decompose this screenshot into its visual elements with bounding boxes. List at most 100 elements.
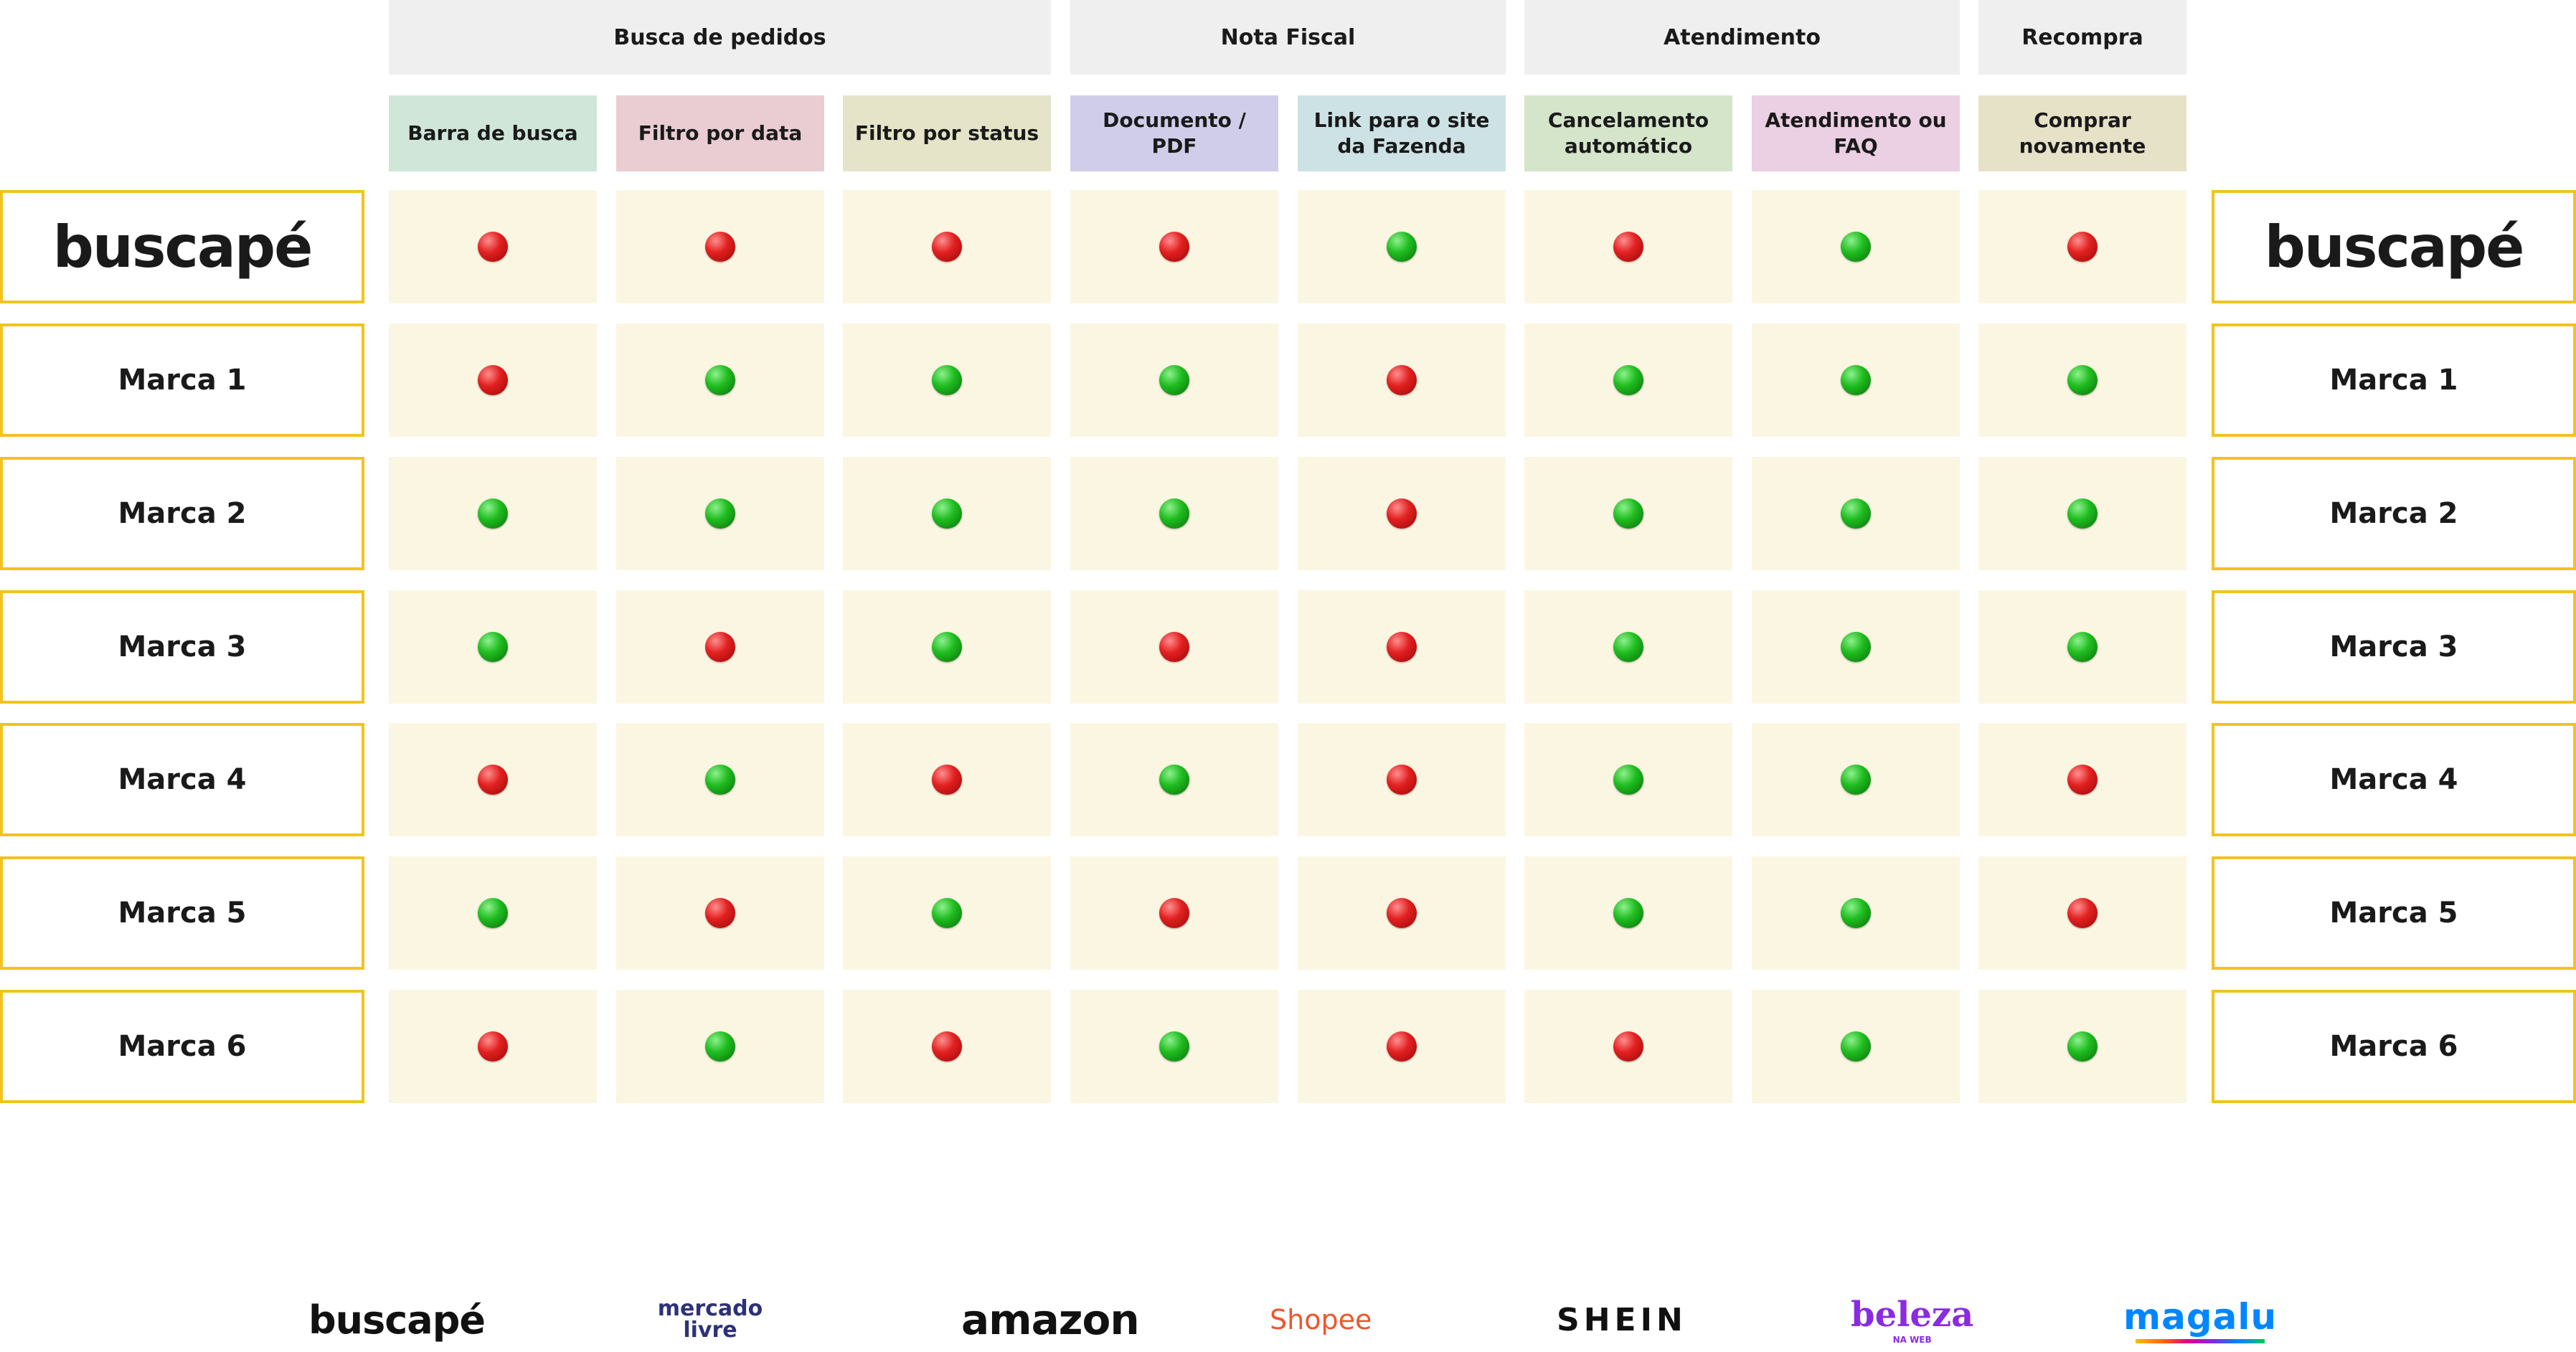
status-dot-green	[705, 1031, 735, 1062]
buscape-logo: buscapé	[0, 190, 364, 303]
status-dot-green	[2067, 498, 2098, 529]
matrix-cell	[1524, 990, 1732, 1103]
footer-logo: mercado livre	[631, 1287, 789, 1352]
footer-logo: amazon	[961, 1287, 1140, 1352]
footer-logo: magalu	[2123, 1287, 2277, 1352]
matrix-cell	[1070, 723, 1278, 836]
row-label: Marca 2	[2212, 457, 2576, 570]
matrix-cell	[1524, 590, 1732, 704]
status-dot-red	[1159, 232, 1189, 262]
matrix-cell	[389, 590, 597, 704]
status-dot-red	[1159, 632, 1189, 662]
status-dot-green	[2067, 365, 2098, 395]
matrix-cell	[1978, 990, 2186, 1103]
matrix-cell	[616, 457, 824, 570]
row-label: Marca 5	[0, 856, 364, 970]
matrix-cell	[1070, 323, 1278, 437]
matrix-cell	[843, 457, 1051, 570]
status-dot-red	[1387, 498, 1417, 529]
column-header: Documento / PDF	[1070, 95, 1278, 171]
matrix-cell	[389, 856, 597, 970]
matrix-cell	[1298, 590, 1506, 704]
matrix-cell	[389, 990, 597, 1103]
status-dot-red	[1387, 365, 1417, 395]
magalu-rainbow-bar	[2136, 1339, 2265, 1343]
column-header: Link para o site da Fazenda	[1298, 95, 1506, 171]
status-dot-green	[478, 898, 508, 928]
matrix-cell	[616, 590, 824, 704]
matrix-cell	[1978, 190, 2186, 303]
matrix-cell	[1978, 457, 2186, 570]
group-header: Nota Fiscal	[1070, 0, 1506, 75]
status-dot-green	[1159, 365, 1189, 395]
row-label: Marca 6	[0, 990, 364, 1103]
matrix-cell	[616, 190, 824, 303]
matrix-cell	[389, 723, 597, 836]
matrix-cell	[1978, 723, 2186, 836]
matrix-cell	[843, 590, 1051, 704]
status-dot-red	[2067, 898, 2098, 928]
group-header: Busca de pedidos	[389, 0, 1051, 75]
status-dot-green	[1613, 632, 1643, 662]
status-dot-green	[705, 765, 735, 795]
footer-logo-text: buscapé	[308, 1297, 486, 1343]
row-label: Marca 3	[2212, 590, 2576, 704]
status-dot-green	[1841, 1031, 1871, 1062]
matrix-cell	[1070, 190, 1278, 303]
status-dot-red	[1387, 898, 1417, 928]
footer-logo-text: Shopee	[1270, 1304, 1372, 1336]
status-dot-green	[2067, 632, 2098, 662]
status-dot-green	[1613, 498, 1643, 529]
status-dot-green	[1841, 898, 1871, 928]
status-dot-green	[1159, 765, 1189, 795]
matrix-cell	[616, 323, 824, 437]
status-dot-red	[1387, 1031, 1417, 1062]
status-dot-green	[1387, 232, 1417, 262]
status-dot-red	[932, 765, 962, 795]
status-dot-green	[1841, 232, 1871, 262]
buscape-logo: buscapé	[2212, 190, 2576, 303]
status-dot-red	[478, 765, 508, 795]
status-dot-green	[1841, 498, 1871, 529]
status-dot-green	[1613, 898, 1643, 928]
footer-logo: Shopee	[1270, 1287, 1372, 1352]
matrix-cell	[843, 190, 1051, 303]
matrix-cell	[843, 856, 1051, 970]
matrix-cell	[1298, 856, 1506, 970]
matrix-cell	[1752, 990, 1960, 1103]
row-label: Marca 4	[0, 723, 364, 836]
column-header: Comprar novamente	[1978, 95, 2186, 171]
status-dot-red	[1159, 898, 1189, 928]
status-dot-green	[1841, 632, 1871, 662]
group-header: Recompra	[1978, 0, 2186, 75]
matrix-cell	[1752, 323, 1960, 437]
status-dot-green	[1841, 365, 1871, 395]
matrix-cell	[1978, 856, 2186, 970]
group-header: Atendimento	[1524, 0, 1960, 75]
matrix-cell	[1524, 723, 1732, 836]
row-label: Marca 3	[0, 590, 364, 704]
status-dot-red	[1613, 232, 1643, 262]
matrix-cell	[1298, 457, 1506, 570]
matrix-cell	[843, 323, 1051, 437]
matrix-cell	[616, 856, 824, 970]
matrix-cell	[1752, 190, 1960, 303]
matrix-cell	[1070, 457, 1278, 570]
matrix-cell	[616, 723, 824, 836]
matrix-cell	[1070, 856, 1278, 970]
matrix-cell	[1298, 190, 1506, 303]
column-header: Atendimento ou FAQ	[1752, 95, 1960, 171]
status-dot-green	[2067, 1031, 2098, 1062]
status-dot-red	[1387, 765, 1417, 795]
status-dot-red	[478, 365, 508, 395]
column-header: Barra de busca	[389, 95, 597, 171]
column-header: Filtro por data	[616, 95, 824, 171]
status-dot-green	[1613, 765, 1643, 795]
matrix-cell	[1524, 190, 1732, 303]
footer-logo-text: magalu	[2123, 1296, 2278, 1338]
row-label: Marca 6	[2212, 990, 2576, 1103]
footer-logo: beleza NA WEB	[1851, 1287, 1973, 1352]
status-dot-red	[705, 632, 735, 662]
status-dot-red	[932, 232, 962, 262]
matrix-cell	[389, 457, 597, 570]
